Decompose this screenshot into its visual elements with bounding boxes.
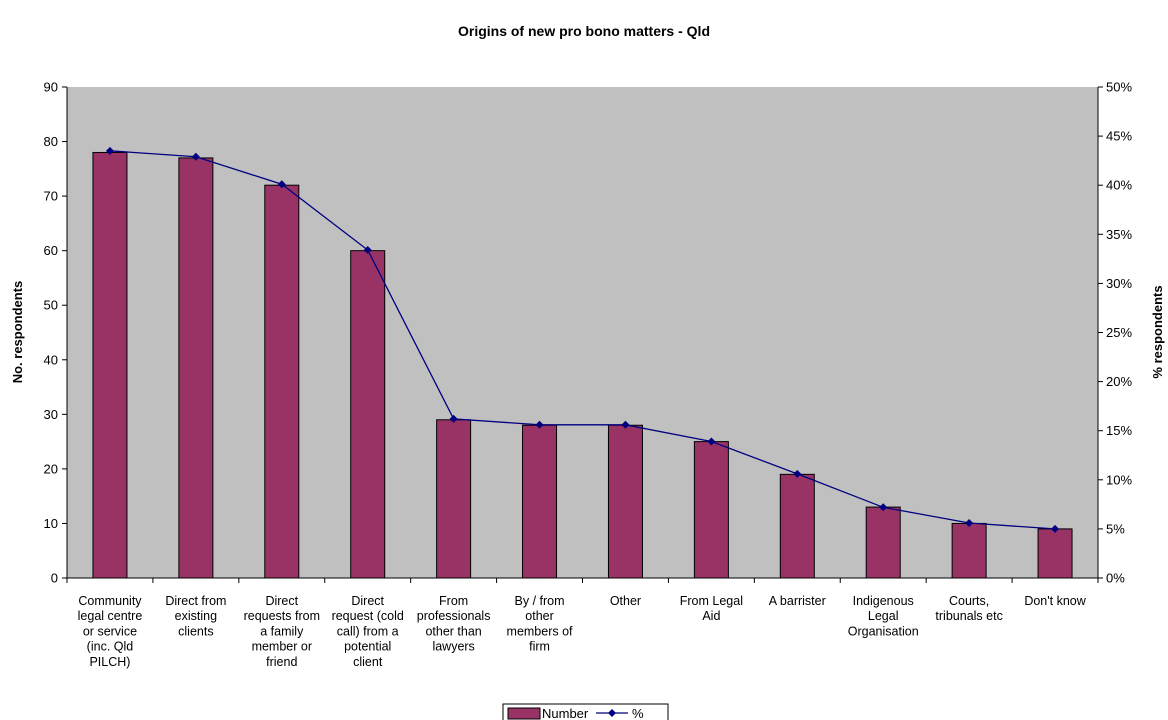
category-labels: Community legal centre or service (inc. Qld…: [78, 594, 1087, 669]
bar-3: [264, 184, 300, 579]
legend-label-number: Number: [542, 706, 589, 720]
legend-swatch-number: [507, 707, 541, 720]
left-tick-label: 70: [44, 189, 58, 204]
line-series: [105, 146, 1060, 533]
right-tick-label: 10%: [1106, 472, 1132, 487]
category-label-7: Other: [610, 594, 641, 608]
plot-area: [67, 87, 1098, 578]
category-label-9: A barrister: [769, 594, 826, 608]
percent-point-9: [793, 469, 802, 478]
right-tick-label: 50%: [1106, 80, 1132, 95]
percent-line: [109, 150, 1056, 530]
legend-box: [502, 703, 669, 720]
bar-9: [779, 473, 815, 579]
bar-6: [522, 424, 558, 579]
left-tick-label: 80: [44, 134, 58, 149]
bar-5: [436, 419, 472, 579]
left-tick-label: 10: [44, 516, 58, 531]
category-label-4: Direct request (cold call) from a potential…: [332, 594, 404, 669]
percent-point-8: [707, 437, 716, 446]
x-axis-ticks: [66, 578, 1099, 583]
right-tick-label: 15%: [1106, 423, 1132, 438]
category-label-12: Don't know: [1024, 594, 1086, 608]
left-axis-ticks: 0 10 20 30 40 50 60 70 80 90: [44, 80, 67, 586]
right-tick-label: 30%: [1106, 276, 1132, 291]
legend: Number %: [502, 703, 669, 720]
category-label-5: From professionals other than lawyers: [417, 594, 491, 654]
bar-1: [92, 151, 128, 579]
percent-point-2: [191, 152, 200, 161]
right-tick-label: 0%: [1106, 571, 1125, 586]
bar-12: [1037, 528, 1073, 579]
left-tick-label: 20: [44, 461, 58, 476]
percent-point-4: [363, 246, 372, 255]
percent-point-3: [277, 180, 286, 189]
right-tick-label: 35%: [1106, 227, 1132, 242]
left-tick-label: 90: [44, 80, 58, 95]
legend-marker-percent: [608, 709, 616, 717]
category-label-11: Courts, tribunals etc: [935, 594, 1002, 623]
right-tick-label: 25%: [1106, 325, 1132, 340]
right-tick-label: 20%: [1106, 374, 1132, 389]
right-tick-label: 5%: [1106, 521, 1125, 536]
left-tick-label: 50: [44, 298, 58, 313]
percent-point-12: [1051, 524, 1060, 533]
category-label-1: Community legal centre or service (inc. Qld…: [78, 594, 143, 669]
percent-point-11: [965, 519, 974, 528]
chart-title: Origins of new pro bono matters - Qld: [458, 23, 710, 39]
legend-label-percent: %: [632, 706, 644, 720]
left-tick-label: 30: [44, 407, 58, 422]
left-tick-label: 40: [44, 352, 58, 367]
bar-2: [178, 157, 214, 579]
left-tick-label: 0: [51, 571, 58, 586]
right-axis-ticks: 0% 5% 10% 15% 20% 25% 30% 35% 40% 45% 50%: [1098, 80, 1132, 586]
right-axis-title: % respondents: [1150, 285, 1165, 378]
percent-point-10: [879, 503, 888, 512]
right-tick-label: 45%: [1106, 129, 1132, 144]
bar-10: [865, 506, 901, 579]
category-label-6: By / from other members of firm: [507, 594, 574, 654]
percent-point-7: [621, 420, 630, 429]
left-tick-label: 60: [44, 243, 58, 258]
bar-4: [350, 250, 386, 579]
bar-8: [693, 441, 729, 579]
left-axis-title: No. respondents: [10, 281, 25, 384]
category-label-3: Direct requests from a family member or frie…: [244, 594, 320, 669]
percent-point-5: [449, 414, 458, 423]
percent-point-6: [535, 420, 544, 429]
percent-point-1: [105, 146, 114, 155]
bar-11: [951, 522, 987, 579]
right-tick-label: 40%: [1106, 178, 1132, 193]
category-label-10: Indigenous Legal Organisation: [848, 594, 919, 638]
category-label-8: From Legal Aid: [680, 594, 743, 623]
bar-7: [607, 424, 643, 579]
category-label-2: Direct from existing clients: [165, 594, 226, 638]
